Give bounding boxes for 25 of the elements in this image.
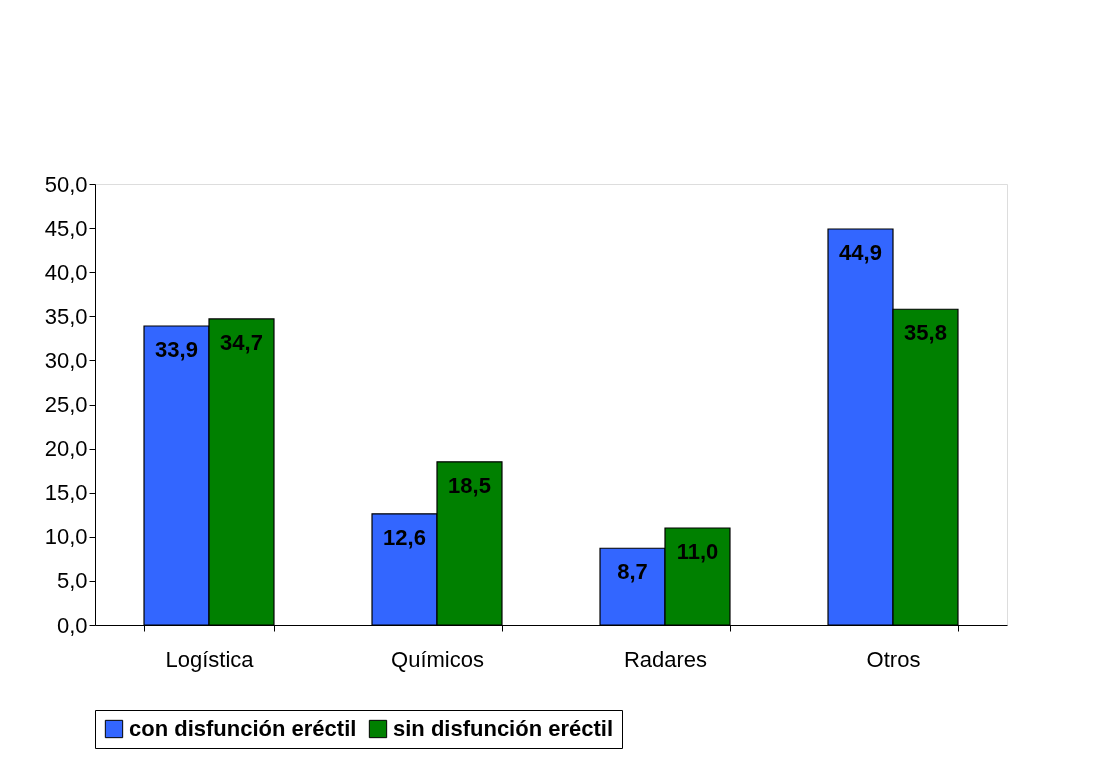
data-label: 12,6 — [383, 524, 426, 550]
y-tick-label: 35,0 — [44, 303, 88, 329]
data-label: 33,9 — [155, 337, 198, 362]
data-label: 44,9 — [839, 239, 882, 265]
data-label: 11,0 — [676, 538, 719, 564]
x-tick-label: Otros — [866, 646, 921, 672]
y-tick-label: 40,0 — [44, 259, 88, 285]
legend-label: sin disfunción eréctil — [393, 716, 614, 741]
x-tick-label: Químicos — [391, 646, 484, 672]
y-tick-label: 50,0 — [44, 171, 88, 197]
y-tick-label: 30,0 — [44, 347, 88, 373]
x-tick-label: Logística — [165, 646, 255, 672]
x-tick-label: Radares — [623, 646, 708, 672]
legend-label: con disfunción eréctil — [129, 716, 357, 741]
y-tick-label: 10,0 — [44, 524, 88, 550]
y-tick-label: 0,0 — [56, 612, 88, 638]
data-label: 8,7 — [617, 559, 648, 585]
data-label: 35,8 — [904, 320, 947, 346]
y-tick-label: 20,0 — [44, 436, 88, 462]
y-tick-label: 25,0 — [44, 392, 88, 417]
y-tick-label: 45,0 — [44, 215, 88, 241]
data-label: 34,7 — [220, 329, 263, 355]
data-label: 18,5 — [448, 472, 491, 498]
y-tick-label: 15,0 — [44, 480, 88, 506]
y-tick-label: 5,0 — [56, 568, 88, 594]
